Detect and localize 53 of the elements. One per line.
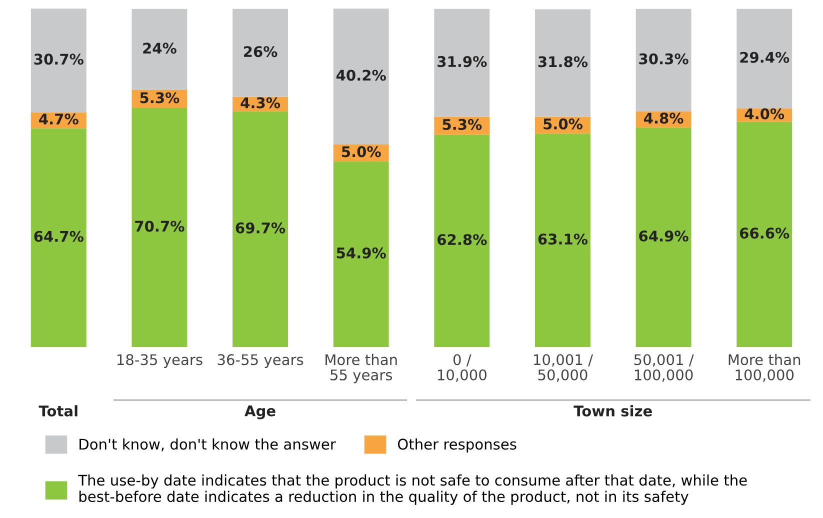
data-label: 66.6% — [740, 228, 790, 239]
bar — [736, 122, 792, 348]
x-tick-label: More than 100,000 — [728, 354, 800, 382]
bar — [736, 8, 792, 108]
x-tick-label: 0 / 10,000 — [438, 354, 486, 382]
data-label: 5.3% — [442, 118, 482, 130]
data-label: 5.0% — [544, 118, 582, 130]
bar — [636, 128, 692, 348]
bar — [434, 134, 490, 348]
x-tick-label: 18-35 years — [117, 354, 202, 368]
data-label: 4.8% — [644, 112, 684, 124]
bar — [636, 8, 692, 112]
data-label: 40.2% — [336, 70, 386, 81]
data-label: 63.1% — [538, 234, 588, 245]
data-label: 69.7% — [236, 222, 286, 234]
data-label: 30.3% — [639, 53, 688, 64]
data-label: 4.3% — [240, 97, 280, 108]
x-tick-label: 10,001 / 50,000 — [534, 354, 594, 382]
data-label: 31.8% — [538, 56, 588, 68]
bar — [30, 128, 86, 348]
bar — [535, 9, 590, 117]
data-label: 5.3% — [140, 92, 180, 104]
bar — [434, 8, 490, 117]
legend-label: Don't know, don't know the answer — [80, 438, 336, 452]
bar — [333, 8, 389, 145]
data-label: 26% — [244, 46, 278, 58]
bar — [333, 161, 389, 348]
data-label: 4.0% — [744, 108, 784, 120]
data-label: 70.7% — [135, 220, 184, 232]
data-label: 29.4% — [740, 52, 790, 63]
text: Town size — [574, 405, 652, 416]
x-tick-label: 36-55 years — [218, 354, 304, 368]
bar — [30, 8, 86, 112]
bar — [535, 134, 590, 348]
bar — [132, 108, 188, 348]
x-tick-label: 50,001 / 100,000 — [634, 354, 694, 382]
bar — [232, 111, 288, 348]
data-label: 62.8% — [438, 234, 487, 246]
x-tick-label: More than 55 years — [326, 354, 397, 384]
data-label: 31.9% — [438, 56, 487, 68]
data-label: 5.0% — [342, 146, 381, 158]
legend-label: The use-by date indicates that the product is not safe to consume after that date, while the best-before date indicates a reduction in the quality of the product, not in its safety — [78, 474, 747, 505]
text: Age — [244, 406, 276, 420]
data-label: 4.7% — [39, 114, 78, 125]
legend-label: Other responses — [398, 438, 516, 453]
data-label: 64.9% — [639, 230, 688, 242]
data-label: 30.7% — [34, 54, 84, 65]
data-label: 64.7% — [34, 230, 84, 242]
bar — [132, 8, 188, 90]
bar — [232, 8, 288, 97]
data-label: 24% — [143, 42, 176, 54]
text: Total — [38, 405, 78, 416]
data-label: 54.9% — [336, 247, 386, 258]
